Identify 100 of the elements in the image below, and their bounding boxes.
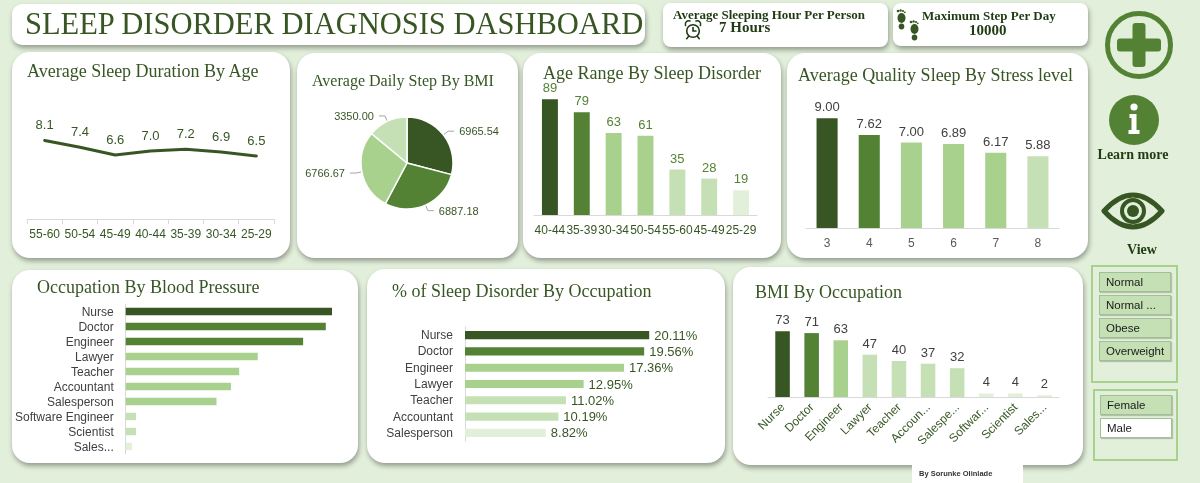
bar <box>669 169 686 215</box>
chart-title: % of Sleep Disorder By Occupation <box>392 281 652 301</box>
chart-title: Occupation By Blood Pressure <box>37 277 260 297</box>
data-label: 8.1 <box>35 117 54 133</box>
data-label: 63 <box>833 321 848 337</box>
filter-button: Female <box>1100 395 1172 415</box>
bar <box>891 361 907 397</box>
bar <box>1008 393 1023 397</box>
y-tick-label: Lawyer <box>75 349 114 364</box>
filter-button: Obese <box>1099 318 1171 338</box>
x-tick-label: 25-29 <box>241 227 273 241</box>
bar <box>637 135 654 215</box>
text: 10000 <box>969 22 1007 38</box>
bar <box>465 379 584 389</box>
text: Learn more <box>1097 147 1169 162</box>
data-label: 5.88 <box>1025 137 1051 153</box>
data-label: 40 <box>891 342 907 357</box>
x-tick-label: 50-54 <box>630 223 662 237</box>
bar <box>125 367 240 376</box>
data-label: 19 <box>733 171 749 187</box>
data-label: 7.4 <box>70 124 89 140</box>
bar <box>985 152 1007 228</box>
data-label: 35 <box>670 150 685 166</box>
data-label: 7.00 <box>898 123 925 139</box>
data-label: 47 <box>862 335 878 351</box>
y-tick-label: Accountant <box>392 409 454 424</box>
data-label: 89 <box>542 80 558 96</box>
y-tick-label: Engineer <box>65 334 114 349</box>
chart-title: BMI By Occupation <box>755 282 902 302</box>
data-label: 3350.00 <box>334 109 374 122</box>
x-tick-label: 6 <box>950 236 958 250</box>
data-label: 6965.54 <box>459 125 499 138</box>
data-label: 6.89 <box>940 124 967 140</box>
chart-title: Average Sleep Duration By Age <box>27 61 259 81</box>
data-label: 4 <box>982 374 990 390</box>
data-label: 7.2 <box>176 126 195 142</box>
text: Maximum Step Per Day <box>922 8 1056 23</box>
x-tick-label: 25-29 <box>725 223 757 237</box>
y-tick-label: Salesperson <box>386 425 453 440</box>
bar <box>465 347 645 356</box>
y-tick-label: Doctor <box>417 344 453 359</box>
bar <box>804 333 819 397</box>
bar <box>125 307 332 316</box>
bar <box>465 331 650 340</box>
bar <box>125 322 326 331</box>
bar <box>833 340 849 397</box>
bar <box>1027 156 1049 228</box>
bar <box>125 427 137 436</box>
bar <box>775 331 790 397</box>
x-tick-label: 35-39 <box>170 227 202 241</box>
y-tick-label: Salesperson <box>47 394 114 409</box>
y-tick-label: Lawyer <box>414 377 453 391</box>
bar <box>605 133 622 215</box>
data-label: 7.62 <box>856 116 882 132</box>
bar <box>862 354 878 397</box>
data-label: 71 <box>804 314 819 330</box>
x-tick-label: 4 <box>865 236 873 250</box>
chart-title: Average Daily Step By BMI <box>312 71 494 90</box>
chart-title: Average Quality Sleep By Stress level <box>798 65 1074 85</box>
x-tick-label: 45-49 <box>99 227 131 241</box>
bar <box>465 412 559 421</box>
x-tick-label: 50-54 <box>64 227 96 241</box>
y-tick-label: Software Engineer <box>14 409 114 424</box>
bar <box>125 382 231 391</box>
x-tick-label: 45-49 <box>693 223 725 237</box>
x-tick-label: 5 <box>908 236 916 250</box>
bar <box>978 393 994 397</box>
data-label: 32 <box>949 349 965 365</box>
bar <box>125 412 137 421</box>
x-tick-label: 30-34 <box>205 227 237 241</box>
bar <box>858 135 880 228</box>
bar <box>816 118 838 228</box>
x-tick-label: 55-60 <box>29 227 61 241</box>
data-label: 8.82% <box>550 425 589 441</box>
bar <box>541 99 558 215</box>
x-tick-label: 7 <box>992 236 1000 250</box>
x-tick-label: 8 <box>1034 236 1042 250</box>
x-tick-label: 40-44 <box>135 227 167 241</box>
bar <box>125 397 217 406</box>
data-label: 6.9 <box>212 129 231 145</box>
data-label: 79 <box>574 93 590 109</box>
data-label: 37 <box>920 344 936 360</box>
data-label: 6.6 <box>106 131 125 147</box>
data-label: 9.00 <box>814 99 840 115</box>
filter-button: Overweight <box>1099 341 1171 361</box>
bar <box>949 368 965 397</box>
data-label: 4 <box>1011 374 1019 390</box>
bar <box>465 396 566 405</box>
data-label: 28 <box>701 159 717 175</box>
data-label: 6766.67 <box>305 167 345 180</box>
bar <box>573 112 590 215</box>
x-tick-label: 35-39 <box>566 223 598 237</box>
bar <box>465 428 546 437</box>
text: View <box>1127 242 1157 257</box>
filter-button: Male <box>1100 418 1172 438</box>
data-label: 20.11% <box>654 327 698 343</box>
bar <box>733 190 750 215</box>
bar <box>920 363 936 397</box>
x-tick-label: 3 <box>823 236 831 250</box>
x-tick-label: 40-44 <box>534 223 566 237</box>
